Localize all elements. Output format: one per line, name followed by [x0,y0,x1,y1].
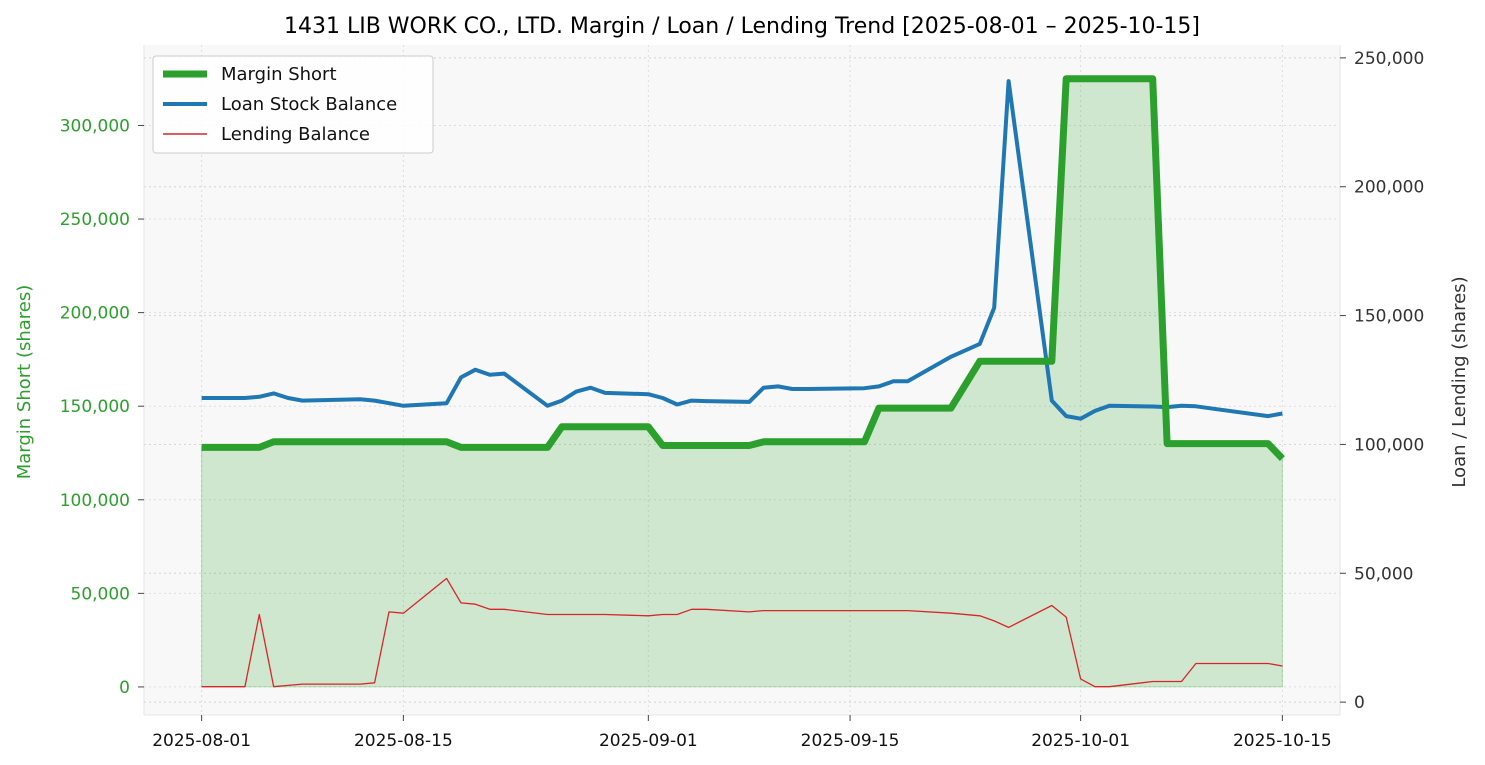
y-axis-right-label: Loan / Lending (shares) [1449,276,1470,487]
x-tick-label: 2025-09-15 [801,731,900,751]
x-tick-label: 2025-08-15 [354,731,453,751]
x-tick-label: 2025-09-01 [599,731,698,751]
legend: Margin Short Loan Stock Balance Lending … [152,55,434,154]
y-left-tick-label: 200,000 [60,304,130,324]
legend-label-lending-balance: Lending Balance [221,124,370,145]
series-layer [201,75,1285,688]
series-line-lending-balance [201,577,1283,688]
y-left-tick-label: 250,000 [60,210,130,230]
ticks: 2025-08-01 2025-08-15 2025-09-01 2025-09-15… [60,49,1425,751]
y-right-tick-label: 150,000 [1354,307,1424,327]
x-tick-label: 2025-10-01 [1031,731,1130,751]
y-right-tick-label: 0 [1354,693,1365,713]
y-axis-left-label: Margin Short (shares) [14,285,35,480]
y-left-tick-label: 100,000 [60,491,130,511]
legend-label-loan-stock-balance: Loan Stock Balance [221,94,397,115]
y-right-tick-label: 200,000 [1354,178,1424,198]
legend-box [152,55,434,154]
plot-area [144,45,1340,715]
chart-title: 1431 LIB WORK CO., LTD. Margin / Loan / … [284,14,1200,39]
y-left-tick-label: 0 [119,678,130,698]
y-right-tick-label: 100,000 [1354,435,1424,455]
y-left-tick-label: 300,000 [60,116,130,136]
x-tick-label: 2025-08-01 [152,731,251,751]
series-line-loan-stock-balance [201,79,1283,421]
y-left-tick-label: 50,000 [71,584,130,604]
y-left-tick-label: 150,000 [60,397,130,417]
series-line-margin-short [201,75,1285,462]
x-tick-label: 2025-10-15 [1233,731,1332,751]
y-right-tick-label: 50,000 [1354,564,1413,584]
y-right-tick-label: 250,000 [1354,49,1424,69]
legend-label-margin-short: Margin Short [221,64,337,85]
